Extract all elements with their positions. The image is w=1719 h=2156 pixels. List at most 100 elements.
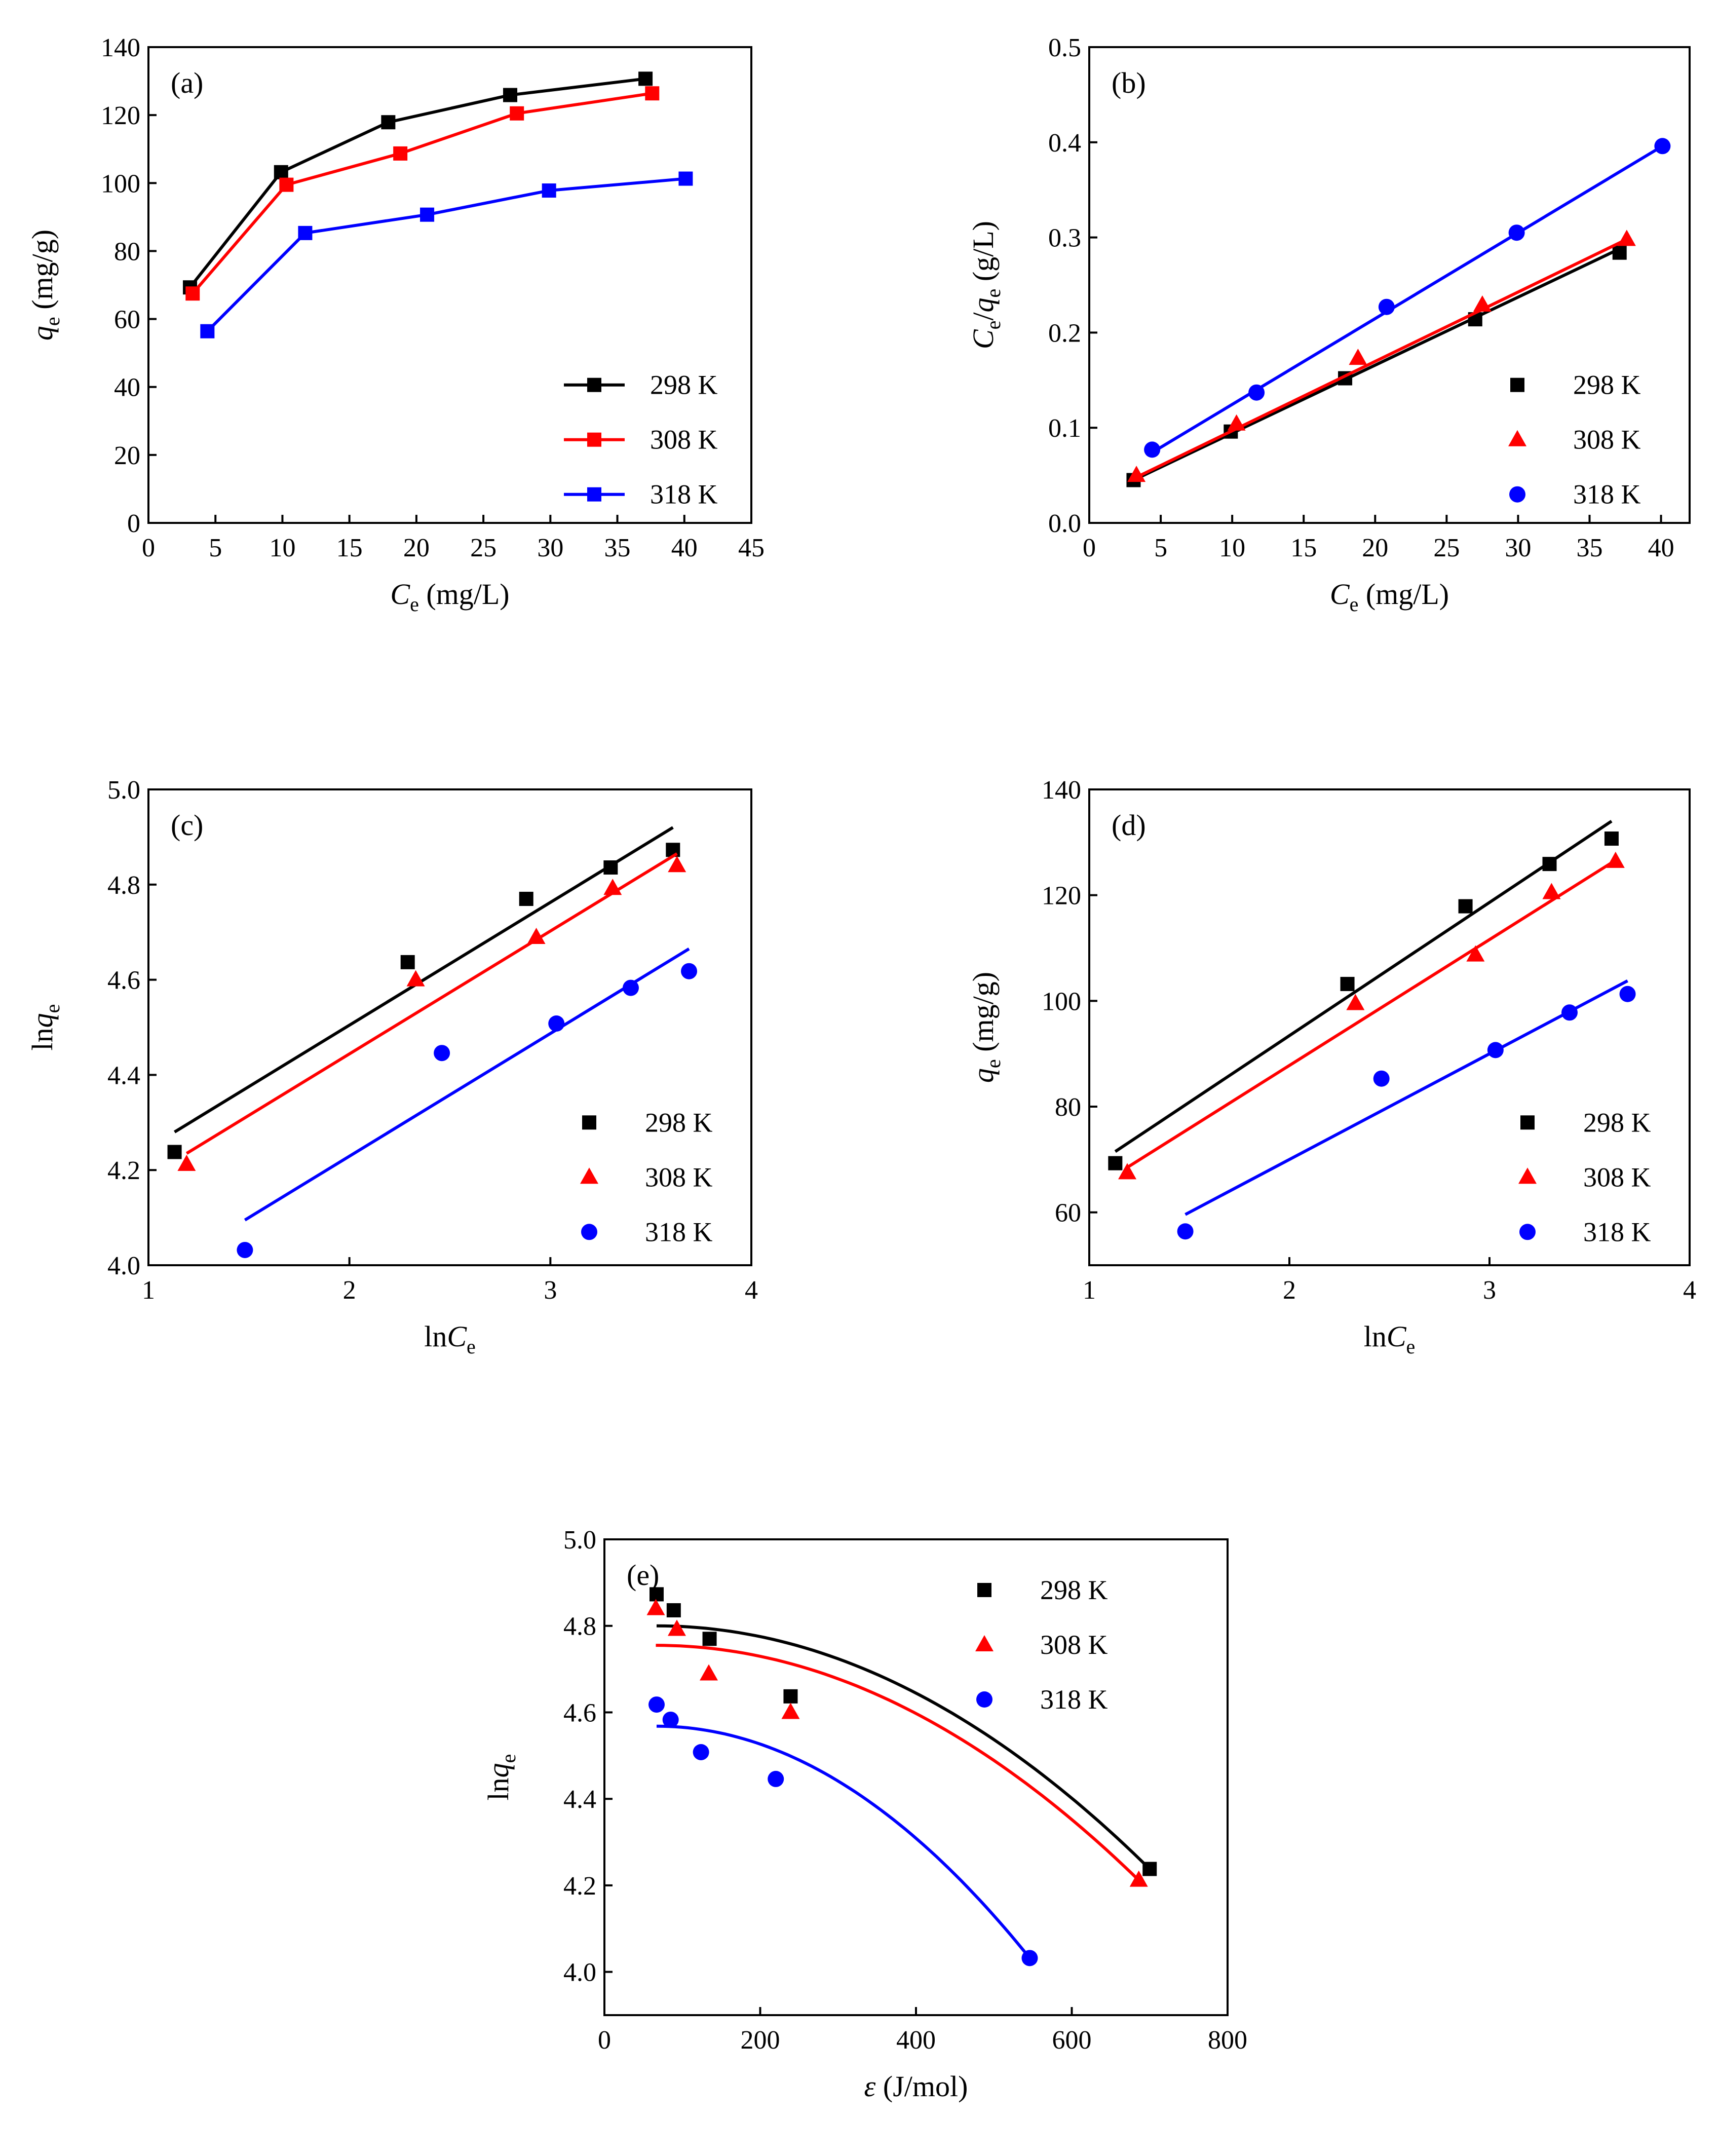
legend: 298 K 308 K 318 K (975, 1575, 1108, 1715)
series-line (206, 177, 686, 332)
fit-curve (656, 1724, 1031, 1959)
y-tick-label: 80 (1055, 1093, 1081, 1122)
y-tick-label: 0.2 (1048, 319, 1081, 348)
data-point (167, 1145, 182, 1159)
legend-marker (587, 487, 601, 502)
data-point (638, 71, 653, 86)
x-tick-label: 20 (1362, 534, 1388, 562)
series-318-K (648, 1696, 1038, 1966)
label-subscript: e (410, 593, 419, 616)
data-point (1542, 883, 1561, 899)
x-tick-label: 15 (1290, 534, 1317, 562)
legend-marker (581, 1224, 597, 1240)
legend-label: 298 K (1040, 1575, 1108, 1605)
x-tick-label: 40 (671, 534, 698, 562)
label-separator: / (967, 312, 1000, 321)
data-point (1604, 831, 1619, 846)
fit-line (1135, 238, 1628, 479)
data-point (1346, 994, 1365, 1010)
y-tick-label: 140 (1042, 776, 1081, 805)
y-tick-label: 0.5 (1048, 33, 1081, 62)
label-subscript: e (1406, 1335, 1416, 1358)
x-tick-label: 15 (336, 534, 363, 562)
data-point (1021, 1950, 1038, 1966)
data-point (298, 225, 313, 240)
panel-label: (e) (627, 1559, 659, 1592)
y-tick-label: 0.1 (1048, 414, 1081, 443)
x-tick-label: 2 (343, 1276, 356, 1305)
data-point (783, 1689, 798, 1704)
data-point (700, 1664, 718, 1681)
data-point (662, 1711, 679, 1728)
series-308-K (185, 86, 660, 301)
label-symbol: q (482, 1763, 515, 1777)
label-subscript: e (1350, 593, 1359, 616)
label-subscript: e (497, 1754, 520, 1763)
x-tick-label: 2 (1283, 1276, 1296, 1305)
legend-label: 298 K (650, 370, 718, 400)
plot-frame (1088, 46, 1691, 524)
data-point (510, 106, 524, 121)
series-308-K (177, 852, 686, 1171)
fit-line (185, 852, 678, 1155)
panel-label: (d) (1112, 809, 1146, 842)
data-point (603, 860, 618, 875)
x-tick-label: 30 (537, 534, 563, 562)
x-tick-label: 0 (142, 534, 155, 562)
x-tick-label: 3 (1483, 1276, 1496, 1305)
y-tick-label: 4.4 (563, 1785, 596, 1814)
x-tick-label: 10 (269, 534, 295, 562)
data-point (177, 1154, 196, 1171)
data-point (1487, 1042, 1504, 1058)
label-units: (mg/g) (26, 230, 59, 317)
legend-label: 308 K (1040, 1630, 1108, 1660)
x-axis-title: Ce (mg/L) (1330, 578, 1449, 616)
data-point (1142, 1862, 1157, 1876)
x-tick-label: 5 (209, 534, 222, 562)
fit-line (1126, 859, 1617, 1169)
x-tick-label: 1 (142, 1276, 155, 1305)
data-point (1473, 295, 1492, 312)
legend-label: 308 K (645, 1162, 713, 1192)
label-subscript: e (41, 317, 64, 326)
label-symbol: C (1330, 578, 1350, 611)
data-point (702, 1632, 717, 1646)
data-point (1129, 1870, 1148, 1887)
y-tick-label: 120 (101, 101, 140, 130)
data-point (1619, 986, 1636, 1002)
panel-e: 0 200 400 600 800 4.0 4.2 4.4 4.6 4.8 5.0 ε (J/mol)… (482, 1526, 1247, 2103)
series-318-K (1144, 138, 1671, 458)
x-tick-label: 20 (403, 534, 430, 562)
label-subscript: e (467, 1335, 476, 1358)
series-298-K (650, 1587, 1157, 1876)
legend-marker (975, 1635, 994, 1651)
legend-label: 318 K (645, 1217, 713, 1247)
data-point (274, 165, 288, 179)
fit-line (244, 948, 690, 1222)
data-point (393, 146, 408, 161)
plot-frame (1088, 788, 1691, 1266)
legend-marker (587, 432, 601, 447)
legend-label: 298 K (645, 1107, 713, 1138)
y-tick-label: 5.0 (563, 1526, 596, 1555)
fit-curve (656, 1624, 1151, 1870)
data-point (381, 115, 396, 130)
y-axis-title: Ce/qe (g/L) (967, 221, 1005, 349)
legend-label: 318 K (1040, 1684, 1108, 1715)
label-units: (mg/g) (967, 972, 1000, 1059)
y-tick-label: 100 (101, 169, 140, 198)
label-prefix: ln (482, 1777, 515, 1800)
y-tick-label: 5.0 (107, 776, 140, 805)
legend-marker (1509, 486, 1525, 503)
y-tick-label: 4.8 (563, 1612, 596, 1641)
x-axis-title: lnCe (424, 1320, 476, 1358)
data-point (668, 856, 686, 873)
fit-line (1185, 979, 1628, 1216)
data-point (1378, 298, 1395, 315)
label-units: (J/mol) (875, 2070, 968, 2103)
y-axis-title: qe (mg/g) (26, 230, 64, 341)
y-tick-label: 4.6 (107, 966, 140, 995)
data-point (1508, 224, 1525, 241)
y-tick-label: 4.6 (563, 1698, 596, 1727)
